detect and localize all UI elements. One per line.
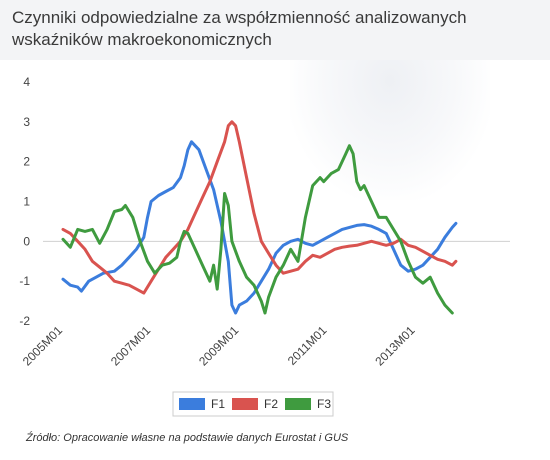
y-tick-label: 2 — [23, 155, 30, 169]
legend-swatch-f1 — [179, 398, 205, 410]
chart-title: Czynniki odpowiedzialne za współzmiennoś… — [12, 8, 467, 49]
x-tick-label: 2007M01 — [108, 323, 154, 369]
series-line-f2 — [61, 120, 458, 295]
y-tick-label: 1 — [23, 195, 30, 209]
source-note: Źródło: Opracowanie własne na podstawie … — [26, 432, 349, 444]
y-axis: -2 -1 0 1 2 3 4 — [19, 75, 30, 328]
x-tick-label: 2013M01 — [372, 323, 418, 369]
x-axis: 2005M01 2007M01 2009M01 2011M01 2013M01 — [20, 323, 418, 369]
legend-label-f3: F3 — [317, 397, 331, 411]
y-tick-label: 3 — [23, 115, 30, 129]
legend-swatch-f3 — [285, 398, 311, 410]
x-tick-label: 2005M01 — [20, 323, 66, 369]
legend-label-f2: F2 — [264, 397, 278, 411]
y-tick-label: 4 — [23, 75, 30, 89]
y-tick-label: 0 — [23, 234, 30, 248]
x-tick-label: 2011M01 — [285, 323, 330, 368]
series-line-f1 — [61, 140, 458, 315]
y-tick-label: -2 — [19, 314, 30, 328]
title-block: Czynniki odpowiedzialne za współzmiennoś… — [0, 0, 550, 60]
legend: F1 F2 F3 — [172, 391, 334, 417]
legend-swatch-f2 — [232, 398, 258, 410]
series-lines — [61, 120, 458, 315]
y-tick-label: -1 — [19, 274, 30, 288]
series-line-f3 — [61, 144, 454, 315]
legend-label-f1: F1 — [211, 397, 225, 411]
x-tick-label: 2009M01 — [196, 323, 242, 369]
chart-area: -2 -1 0 1 2 3 4 2005M01 2007M01 2009M01 2011M01 20… — [0, 60, 550, 430]
